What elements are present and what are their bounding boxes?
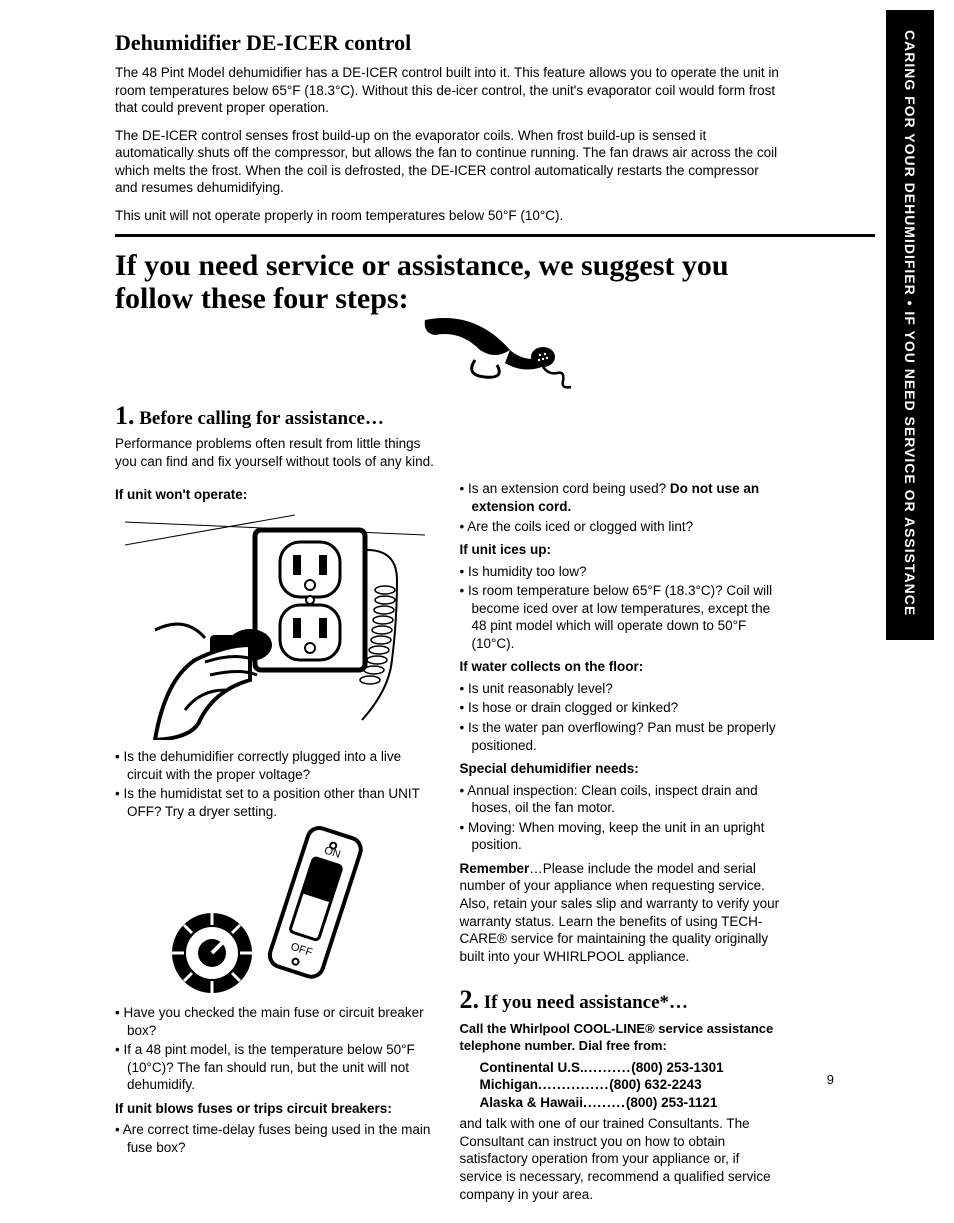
bullet: Annual inspection: Clean coils, inspect … xyxy=(460,782,781,817)
phone-row: Continental U.S. .......... (800) 253-13… xyxy=(480,1059,781,1077)
subhead-water-floor: If water collects on the floor: xyxy=(460,658,781,676)
step1-lead: Performance problems often result from l… xyxy=(115,435,445,470)
service-heading: If you need service or assistance, we su… xyxy=(115,249,780,315)
right-column: Is an extension cord being used? Do not … xyxy=(460,480,781,1203)
phone-dots: ............... xyxy=(538,1076,609,1094)
bullet: Have you checked the main fuse or circui… xyxy=(115,1004,436,1039)
phone-list: Continental U.S. .......... (800) 253-13… xyxy=(480,1059,781,1112)
bullet: Is unit reasonably level? xyxy=(460,680,781,698)
step1-number: 1. xyxy=(115,401,135,430)
step2-heading: 2. If you need assistance*… xyxy=(460,983,781,1017)
phone-number: (800) 253-1301 xyxy=(631,1059,723,1077)
section-tab-text: CARING FOR YOUR DEHUMIDIFIER • IF YOU NE… xyxy=(902,30,918,616)
subhead-ices-up: If unit ices up: xyxy=(460,541,781,559)
subhead-special-needs: Special dehumidifier needs: xyxy=(460,760,781,778)
deicer-section: Dehumidifier DE-ICER control The 48 Pint… xyxy=(115,30,780,224)
bullet: Is humidity too low? xyxy=(460,563,781,581)
step2-title: If you need assistance*… xyxy=(479,992,688,1013)
page-content: Dehumidifier DE-ICER control The 48 Pint… xyxy=(0,0,820,1223)
bullets-ices-up: Is humidity too low? Is room temperature… xyxy=(460,563,781,653)
bullets-special-needs: Annual inspection: Clean coils, inspect … xyxy=(460,782,781,854)
remember-bold: Remember xyxy=(460,861,530,876)
text: Is an extension cord being used? xyxy=(468,481,670,496)
deicer-p3: This unit will not operate properly in r… xyxy=(115,207,780,225)
phone-loc: Michigan xyxy=(480,1076,539,1094)
phone-row: Michigan ............... (800) 632-2243 xyxy=(480,1076,781,1094)
bullets-blows-fuses: Are correct time-delay fuses being used … xyxy=(115,1121,436,1156)
left-column: If unit won't operate: xyxy=(115,480,436,1203)
outlet-plug-illustration xyxy=(125,510,425,740)
bullet: Moving: When moving, keep the unit in an… xyxy=(460,819,781,854)
bullet: Is room temperature below 65°F (18.3°C)?… xyxy=(460,582,781,652)
bullets-wont-operate: Is the dehumidifier correctly plugged in… xyxy=(115,748,436,820)
bullet: If a 48 pint model, is the temperature b… xyxy=(115,1041,436,1094)
phone-number: (800) 632-2243 xyxy=(609,1076,701,1094)
bullets-right-top: Is an extension cord being used? Do not … xyxy=(460,480,781,535)
bullet: Are the coils iced or clogged with lint? xyxy=(460,518,781,536)
switch-dial-illustration: ON OFF xyxy=(160,826,390,996)
phone-loc: Continental U.S. xyxy=(480,1059,584,1077)
deicer-p2: The DE-ICER control senses frost build-u… xyxy=(115,127,780,197)
subhead-blows-fuses: If unit blows fuses or trips circuit bre… xyxy=(115,1100,436,1118)
call-line: Call the Whirlpool COOL-LINE® service as… xyxy=(460,1021,781,1055)
divider-rule xyxy=(115,234,875,237)
remember-text: …Please include the model and serial num… xyxy=(460,861,780,964)
bullets-water-floor: Is unit reasonably level? Is hose or dra… xyxy=(460,680,781,754)
step2-number: 2. xyxy=(460,985,480,1014)
subhead-wont-operate: If unit won't operate: xyxy=(115,486,436,504)
phone-row: Alaska & Hawaii ......... (800) 253-1121 xyxy=(480,1094,781,1112)
step1-title: Before calling for assistance… xyxy=(135,408,384,429)
bullets-wont-operate-2: Have you checked the main fuse or circui… xyxy=(115,1004,436,1094)
bullet: Is the dehumidifier correctly plugged in… xyxy=(115,748,436,783)
remember-paragraph: Remember…Please include the model and se… xyxy=(460,860,781,965)
page-number: 9 xyxy=(827,1072,834,1087)
step2-tail: and talk with one of our trained Consult… xyxy=(460,1115,781,1203)
deicer-p1: The 48 Pint Model dehumidifier has a DE-… xyxy=(115,64,780,117)
bullet: Is the humidistat set to a position othe… xyxy=(115,785,436,820)
bullet: Is an extension cord being used? Do not … xyxy=(460,480,781,515)
bullet: Are correct time-delay fuses being used … xyxy=(115,1121,436,1156)
two-column-body: If unit won't operate: xyxy=(115,480,780,1203)
phone-loc: Alaska & Hawaii xyxy=(480,1094,584,1112)
telephone-illustration xyxy=(415,315,585,395)
phone-number: (800) 253-1121 xyxy=(626,1094,718,1112)
section-tab: CARING FOR YOUR DEHUMIDIFIER • IF YOU NE… xyxy=(886,10,934,640)
deicer-heading: Dehumidifier DE-ICER control xyxy=(115,30,780,56)
phone-dots: ......... xyxy=(583,1094,626,1112)
step1-heading: 1. Before calling for assistance… xyxy=(115,401,780,431)
bullet: Is the water pan overflowing? Pan must b… xyxy=(460,719,781,754)
phone-dots: .......... xyxy=(584,1059,632,1077)
bullet: Is hose or drain clogged or kinked? xyxy=(460,699,781,717)
